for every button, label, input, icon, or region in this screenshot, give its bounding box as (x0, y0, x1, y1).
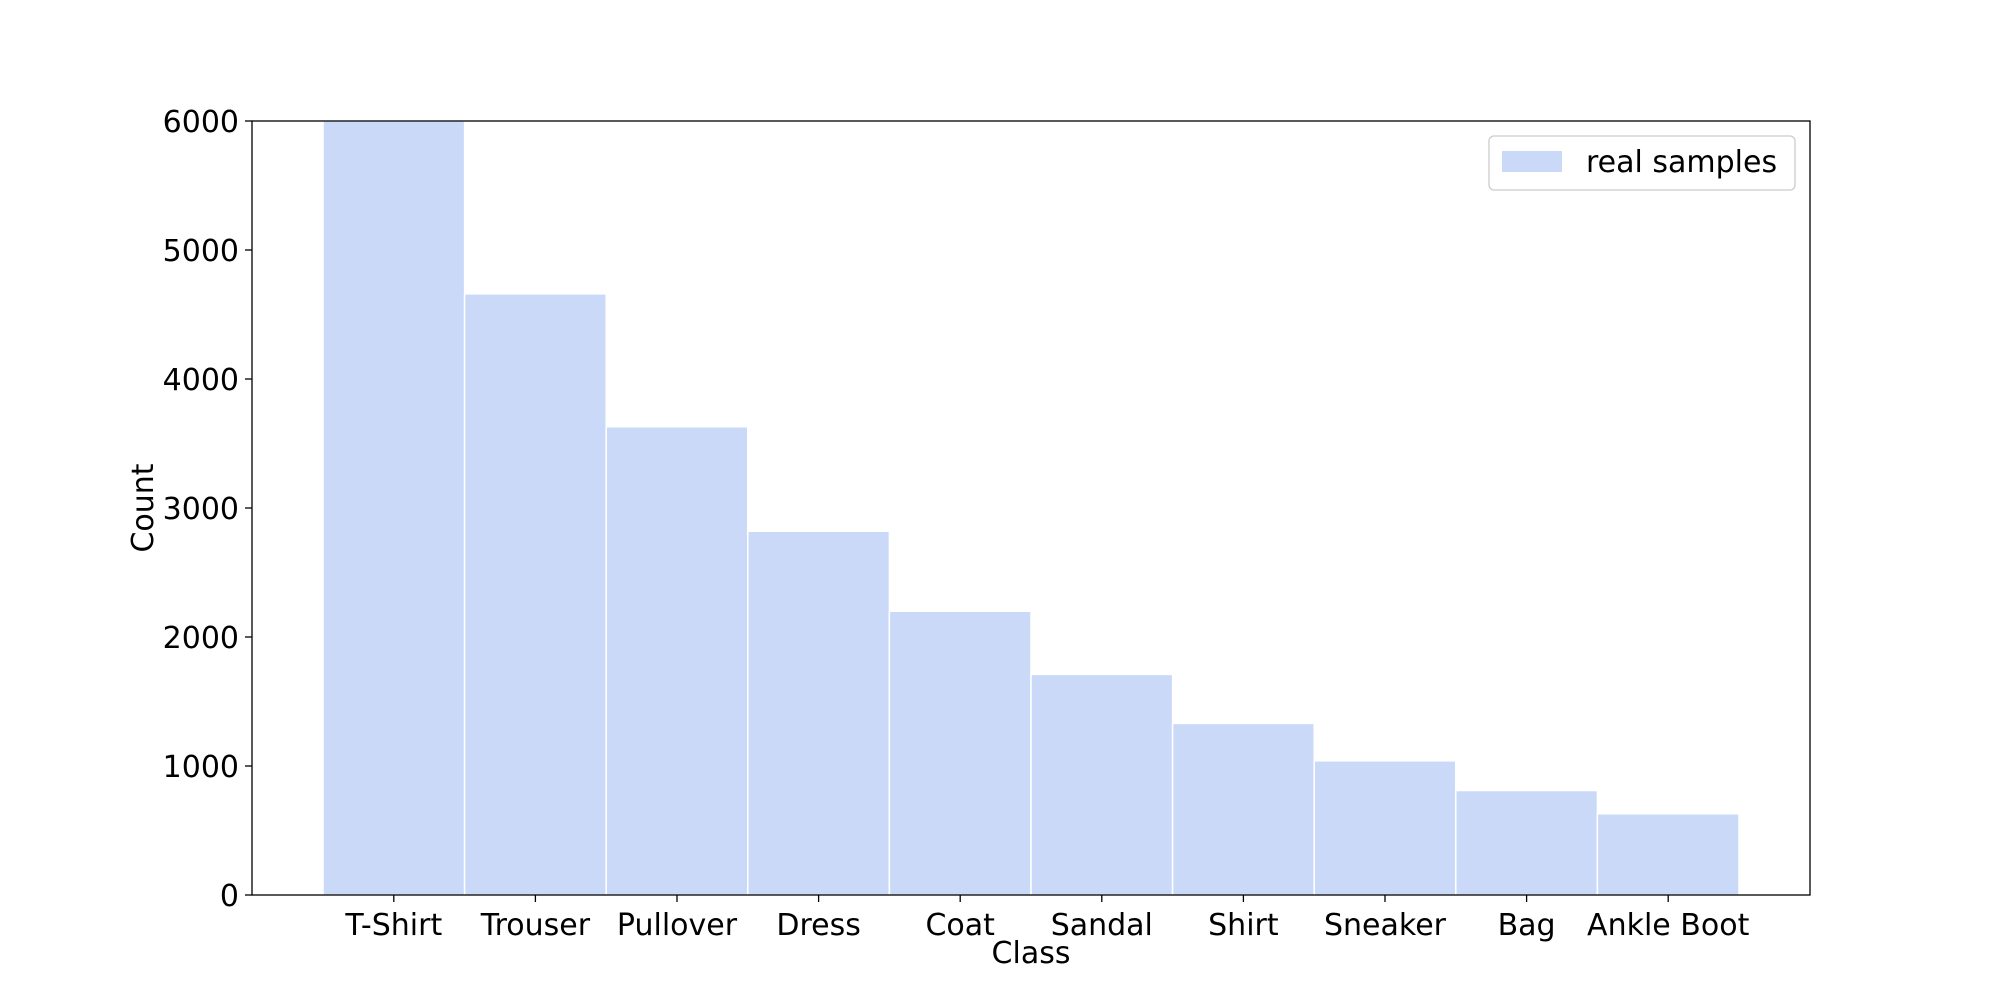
x-tick-label: Shirt (1208, 908, 1279, 943)
y-axis-label: Count (126, 463, 161, 552)
bar-pullover (605, 425, 749, 896)
legend: real samples (1488, 135, 1796, 191)
bar-coat (888, 610, 1032, 896)
y-tick-label: 0 (220, 879, 239, 914)
x-tick-label: Ankle Boot (1587, 908, 1750, 943)
x-tick-label: Sandal (1051, 908, 1153, 943)
y-tick-label: 4000 (163, 363, 239, 398)
x-tick-label: T-Shirt (344, 908, 442, 943)
y-tick-label: 3000 (163, 492, 239, 527)
bar-bag (1455, 789, 1599, 896)
legend-swatch (1502, 151, 1562, 172)
y-tick-label: 2000 (163, 621, 239, 656)
legend-box (1488, 135, 1796, 191)
x-axis-label: Class (992, 936, 1071, 971)
y-tick-label: 5000 (163, 234, 239, 269)
x-tick-label: Pullover (617, 908, 738, 943)
x-tick-label: Trouser (480, 908, 591, 943)
bar-trouser (463, 293, 607, 896)
bar-ankle-boot (1596, 812, 1740, 896)
bar-shirt (1171, 722, 1315, 896)
x-tick-label: Coat (925, 908, 995, 943)
y-axis: 0 1000 2000 3000 4000 5000 6000 (163, 105, 252, 914)
bar-sandal (1030, 673, 1174, 896)
bars-group (322, 120, 1740, 896)
y-tick-label: 6000 (163, 105, 239, 140)
bar-dress (747, 530, 891, 896)
x-tick-label: Sneaker (1324, 908, 1447, 943)
y-tick-label: 1000 (163, 750, 239, 785)
legend-label: real samples (1586, 145, 1777, 180)
bar-sneaker (1313, 760, 1457, 896)
bar-t-shirt (322, 120, 466, 896)
x-axis: T-Shirt Trouser Pullover Dress Coat Sandal Shi… (344, 895, 1750, 943)
x-tick-label: Bag (1498, 908, 1556, 943)
x-tick-label: Dress (776, 908, 861, 943)
